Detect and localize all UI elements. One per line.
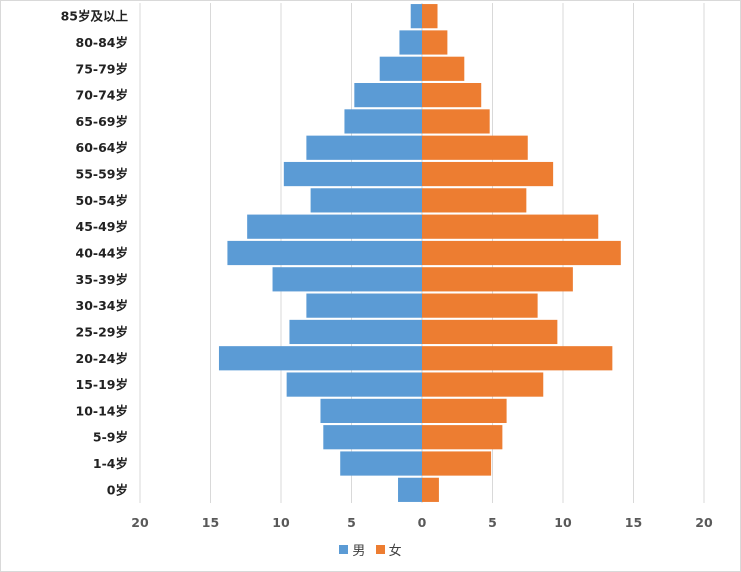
bar-female [422, 161, 554, 187]
bar-female [422, 135, 528, 160]
x-tick-label: 20 [131, 515, 149, 530]
bar-female [422, 188, 527, 213]
bar-male [340, 451, 422, 476]
bar-female [422, 4, 438, 29]
category-label: 80-84岁 [76, 35, 128, 50]
x-tick-label: 10 [554, 515, 572, 530]
x-tick-label: 0 [418, 515, 427, 530]
category-label: 10-14岁 [76, 403, 128, 418]
category-label: 45-49岁 [76, 219, 128, 234]
legend-item-female: 女 [375, 540, 402, 559]
bar-female [422, 319, 558, 345]
x-tick-label: 15 [202, 515, 219, 530]
bar-male [399, 30, 422, 55]
bar-male [398, 477, 422, 502]
bar-male [283, 161, 422, 187]
category-label: 50-54岁 [76, 193, 128, 208]
legend: 男 女 [0, 540, 741, 559]
bar-male [323, 425, 422, 450]
category-label: 35-39岁 [76, 272, 128, 287]
legend-label-female: 女 [388, 544, 402, 559]
bar-male [289, 319, 422, 345]
bar-male [227, 240, 422, 266]
bar-female [422, 267, 573, 292]
bar-female [422, 451, 492, 476]
category-label: 5-9岁 [93, 430, 128, 445]
bar-female [422, 83, 482, 108]
category-label: 25-29岁 [76, 324, 128, 339]
bar-male [410, 4, 422, 29]
x-tick-label: 20 [695, 515, 713, 530]
category-label: 75-79岁 [76, 61, 128, 76]
bar-female [422, 398, 507, 423]
category-label: 1-4岁 [93, 456, 128, 471]
bar-male [310, 188, 422, 213]
category-label: 0岁 [107, 482, 128, 497]
x-tick-label: 10 [272, 515, 290, 530]
bar-male [354, 83, 422, 108]
bar-male [379, 56, 422, 81]
bar-female [422, 477, 439, 502]
bar-female [422, 346, 613, 371]
bar-male [306, 135, 422, 160]
bar-female [422, 293, 538, 318]
bar-male [344, 109, 422, 134]
bars [218, 4, 621, 502]
category-label: 40-44岁 [76, 246, 128, 261]
x-tick-label: 15 [625, 515, 642, 530]
x-tick-label: 5 [347, 515, 356, 530]
category-labels: 0岁 1-4岁 5-9岁 10-14岁 15-19岁 20-24岁 25-29岁 30-34岁… [61, 9, 129, 498]
bar-female [422, 109, 490, 134]
bar-male [218, 346, 422, 371]
bar-female [422, 425, 503, 450]
bar-female [422, 56, 465, 81]
bar-male [247, 214, 422, 239]
bar-male [272, 267, 422, 292]
category-label: 30-34岁 [76, 298, 128, 313]
legend-label-male: 男 [352, 544, 366, 559]
bar-male [286, 372, 422, 397]
x-tick-label: 5 [488, 515, 497, 530]
bar-male [306, 293, 422, 318]
bar-female [422, 214, 599, 239]
bar-female [422, 372, 544, 397]
category-label: 55-59岁 [76, 167, 128, 182]
category-label: 65-69岁 [76, 114, 128, 129]
legend-item-male: 男 [339, 540, 365, 559]
category-label: 70-74岁 [76, 88, 128, 103]
bar-female [422, 30, 448, 55]
legend-swatch-female [375, 545, 385, 554]
category-label: 85岁及以上 [61, 9, 129, 24]
category-label: 60-64岁 [76, 140, 128, 155]
category-label: 20-24岁 [76, 351, 128, 366]
x-axis-tick-labels: 20 15 10 5 0 5 10 15 20 [131, 515, 713, 530]
bar-male [320, 398, 422, 423]
legend-swatch-male [339, 545, 349, 554]
category-label: 15-19岁 [76, 377, 128, 392]
bar-female [422, 240, 621, 266]
